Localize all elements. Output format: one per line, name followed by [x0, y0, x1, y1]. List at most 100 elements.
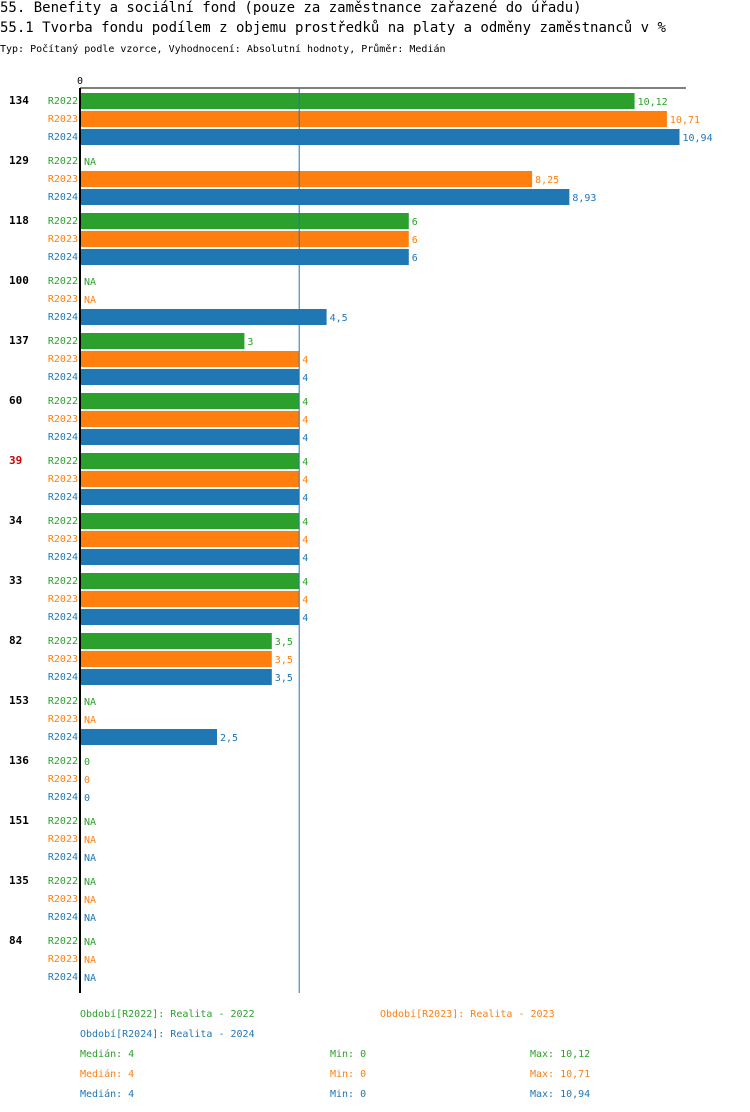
bar	[80, 351, 300, 367]
data-label: NA	[84, 697, 96, 708]
data-label: NA	[84, 895, 96, 906]
data-label: 10,94	[683, 133, 713, 144]
series-label: R2022	[48, 816, 78, 827]
series-label: R2024	[48, 492, 78, 503]
data-label: 8,93	[572, 193, 596, 204]
stat-min: Min: 0	[330, 1069, 366, 1080]
series-label: R2024	[48, 612, 78, 623]
data-label: NA	[84, 277, 96, 288]
bar	[80, 633, 272, 649]
bar	[80, 729, 217, 745]
bar	[80, 573, 300, 589]
bar	[80, 213, 409, 229]
data-label: 4	[302, 577, 308, 588]
bar	[80, 189, 570, 205]
chart-title: 55. Benefity a sociální fond (pouze za z…	[0, 0, 582, 16]
bar	[80, 231, 409, 247]
data-label: 4	[302, 415, 308, 426]
series-label: R2024	[48, 732, 78, 743]
bar	[80, 651, 272, 667]
data-label: 4	[302, 355, 308, 366]
data-label: 4	[302, 535, 308, 546]
group-label: 136	[9, 754, 29, 767]
stat-max: Max: 10,12	[530, 1049, 590, 1060]
series-label: R2024	[48, 252, 78, 263]
series-label: R2023	[48, 114, 78, 125]
bar	[80, 111, 667, 127]
data-label: 4,5	[330, 313, 348, 324]
data-label: NA	[84, 817, 96, 828]
bar	[80, 369, 300, 385]
chart-type-line: Typ: Počítaný podle vzorce, Vyhodnocení:…	[0, 44, 446, 55]
stat-max: Max: 10,71	[530, 1069, 590, 1080]
data-label: 6	[412, 253, 418, 264]
data-label: 4	[302, 493, 308, 504]
series-label: R2022	[48, 96, 78, 107]
series-label: R2024	[48, 792, 78, 803]
data-label: NA	[84, 913, 96, 924]
series-label: R2022	[48, 636, 78, 647]
data-label: NA	[84, 955, 96, 966]
group-label: 60	[9, 394, 22, 407]
series-label: R2023	[48, 294, 78, 305]
bar	[80, 333, 245, 349]
data-label: 10,71	[670, 115, 700, 126]
data-label: 0	[84, 775, 90, 786]
legend-entry: Období[R2022]: Realita - 2022	[80, 1008, 255, 1020]
series-label: R2023	[48, 594, 78, 605]
group-label: 153	[9, 694, 29, 707]
data-label: NA	[84, 157, 96, 168]
series-label: R2023	[48, 234, 78, 245]
group-label: 100	[9, 274, 29, 287]
data-label: 4	[302, 475, 308, 486]
bar	[80, 411, 300, 427]
bar	[80, 591, 300, 607]
group-label: 134	[9, 94, 29, 107]
bar	[80, 453, 300, 469]
bar	[80, 471, 300, 487]
series-label: R2023	[48, 774, 78, 785]
bar	[80, 669, 272, 685]
data-label: 4	[302, 595, 308, 606]
data-label: 2,5	[220, 733, 238, 744]
data-label: 3,5	[275, 637, 293, 648]
bar	[80, 489, 300, 505]
series-label: R2023	[48, 714, 78, 725]
data-label: 4	[302, 457, 308, 468]
data-label: NA	[84, 937, 96, 948]
data-label: NA	[84, 853, 96, 864]
bar	[80, 609, 300, 625]
bar	[80, 93, 635, 109]
series-label: R2023	[48, 474, 78, 485]
data-label: 4	[302, 613, 308, 624]
data-label: 0	[84, 793, 90, 804]
stat-min: Min: 0	[330, 1089, 366, 1100]
series-label: R2022	[48, 516, 78, 527]
bar	[80, 549, 300, 565]
group-label: 84	[9, 934, 23, 947]
data-label: 8,25	[535, 175, 559, 186]
bar	[80, 429, 300, 445]
series-label: R2023	[48, 894, 78, 905]
series-label: R2022	[48, 696, 78, 707]
series-label: R2022	[48, 156, 78, 167]
stat-median: Medián: 4	[80, 1048, 134, 1060]
series-label: R2023	[48, 414, 78, 425]
data-label: 10,12	[638, 97, 668, 108]
series-label: R2023	[48, 654, 78, 665]
data-label: NA	[84, 877, 96, 888]
group-label: 82	[9, 634, 22, 647]
group-label: 137	[9, 334, 29, 347]
series-label: R2022	[48, 936, 78, 947]
series-label: R2022	[48, 456, 78, 467]
series-label: R2022	[48, 876, 78, 887]
series-label: R2024	[48, 912, 78, 923]
chart-subtitle: 55.1 Tvorba fondu podílem z objemu prost…	[0, 20, 666, 36]
series-label: R2024	[48, 132, 78, 143]
stat-max: Max: 10,94	[530, 1089, 590, 1100]
stat-median: Medián: 4	[80, 1088, 134, 1100]
bar	[80, 249, 409, 265]
data-label: 4	[302, 433, 308, 444]
series-label: R2023	[48, 174, 78, 185]
